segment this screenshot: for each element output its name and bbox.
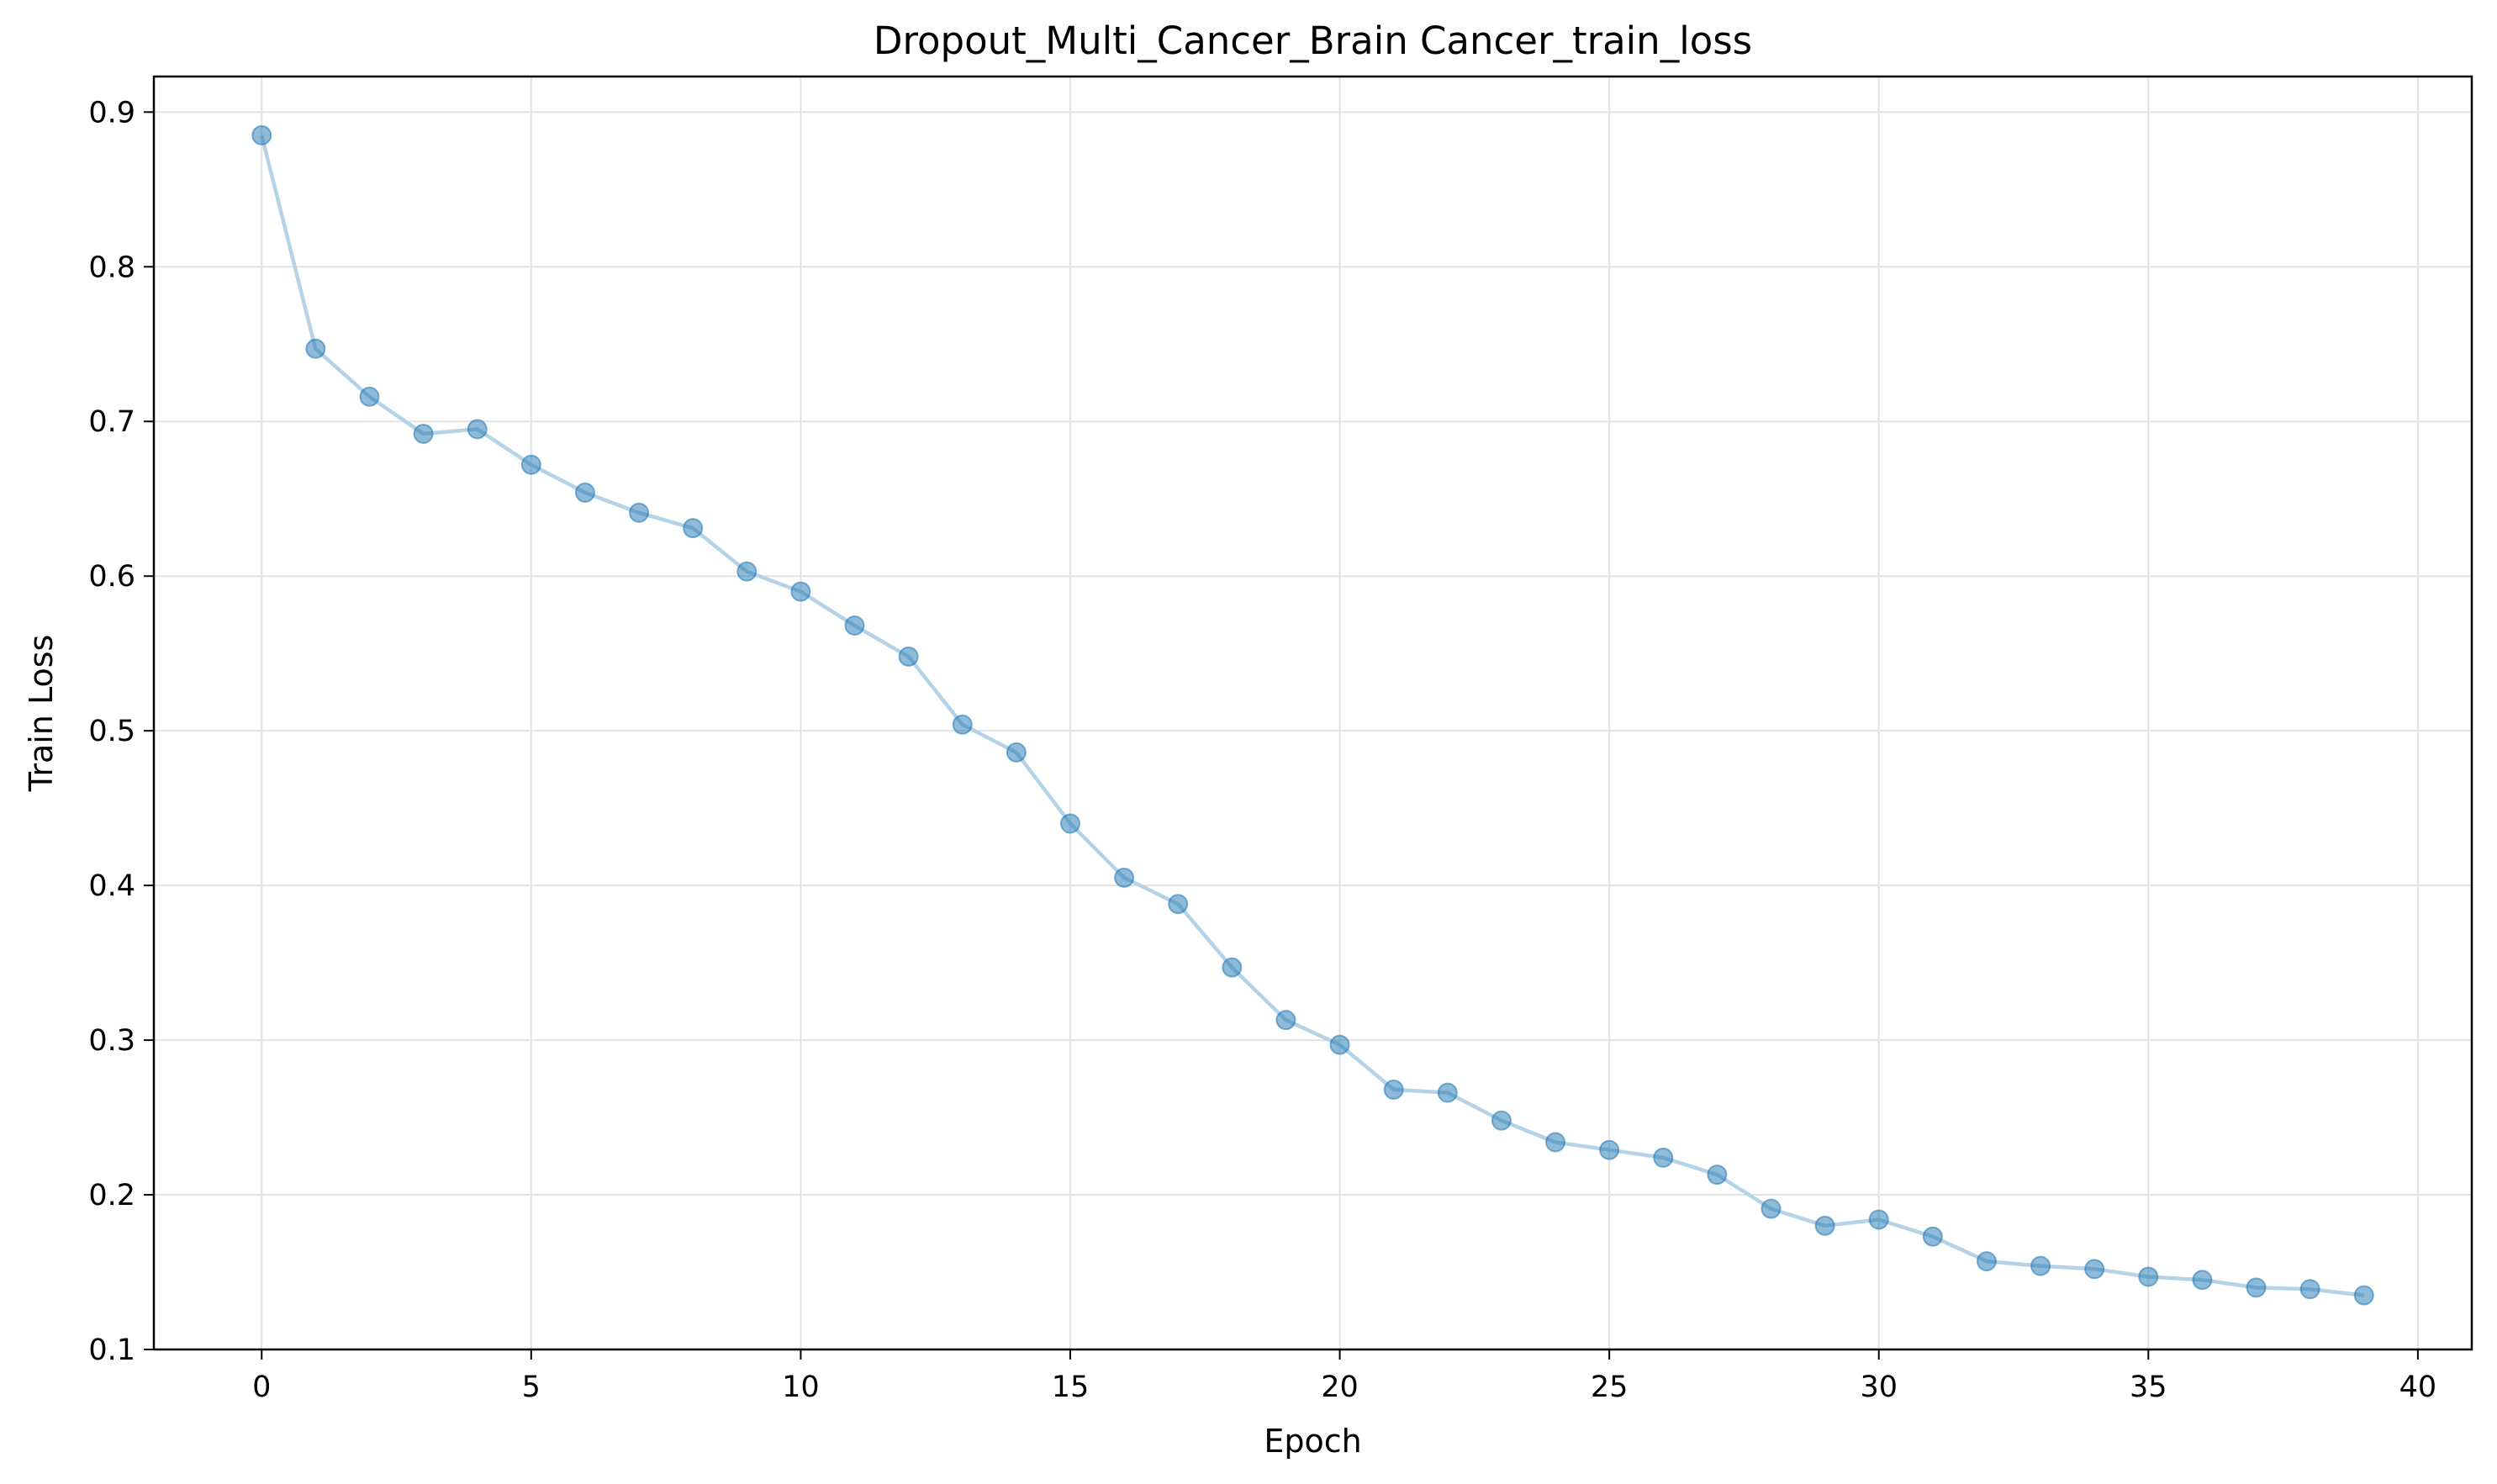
x-tick-label: 40 [2399, 1370, 2437, 1404]
chart-title: Dropout_Multi_Cancer_Brain Cancer_train_… [874, 18, 1752, 63]
data-point [251, 124, 272, 145]
data-point [467, 419, 488, 440]
x-tick-label: 20 [1321, 1370, 1359, 1404]
data-point [1006, 742, 1027, 763]
x-tick-label: 25 [1591, 1370, 1629, 1404]
data-point [2353, 1285, 2374, 1306]
data-point [1545, 1132, 1566, 1153]
y-tick-label: 0.5 [88, 715, 135, 748]
x-tick-label: 15 [1052, 1370, 1090, 1404]
data-point [952, 714, 973, 735]
data-point [1114, 867, 1135, 888]
y-axis-ticks: 0.1 0.2 0.3 0.4 0.5 0.6 0.7 0.8 0.9 [88, 96, 154, 1367]
x-axis-ticks: 0 5 10 15 20 25 30 35 40 [252, 1349, 2436, 1404]
y-tick-label: 0.2 [88, 1179, 135, 1212]
data-point [1222, 957, 1243, 978]
data-point [359, 386, 380, 407]
data-point [898, 646, 919, 667]
data-point [1437, 1082, 1458, 1103]
data-point [629, 502, 650, 523]
data-point [1868, 1209, 1889, 1230]
series-line-group [260, 135, 2365, 1297]
data-point [1329, 1034, 1350, 1055]
y-tick-label: 0.3 [88, 1024, 135, 1058]
data-point [844, 615, 865, 636]
grid-lines [154, 77, 2472, 1350]
data-point [2246, 1277, 2267, 1298]
data-point [1922, 1226, 1943, 1247]
data-point [574, 482, 595, 503]
data-point [305, 338, 326, 359]
data-point [413, 423, 434, 444]
data-point [1275, 1010, 1296, 1031]
y-tick-label: 0.6 [88, 560, 135, 594]
x-axis-label: Epoch [1264, 1423, 1361, 1460]
y-tick-label: 0.1 [88, 1333, 135, 1367]
data-point [2084, 1259, 2105, 1280]
plot-frame [152, 75, 2473, 1351]
data-points [251, 124, 2374, 1306]
x-tick-label: 10 [782, 1370, 820, 1404]
y-tick-label: 0.4 [88, 869, 135, 903]
x-tick-label: 30 [1860, 1370, 1898, 1404]
data-point [2030, 1255, 2051, 1276]
data-point [1761, 1198, 1782, 1219]
data-point [1814, 1215, 1835, 1236]
x-tick-label: 0 [252, 1370, 271, 1404]
y-axis-label: Train Loss [23, 635, 60, 793]
data-point [1707, 1164, 1728, 1186]
data-point [520, 454, 541, 475]
data-point [736, 561, 758, 582]
data-point [683, 518, 704, 539]
data-point [1059, 813, 1080, 834]
data-point [1599, 1139, 1620, 1160]
x-tick-label: 35 [2130, 1370, 2167, 1404]
data-point [2299, 1279, 2320, 1300]
data-point [790, 581, 811, 602]
data-point [1491, 1110, 1512, 1131]
y-tick-label: 0.9 [88, 96, 135, 129]
y-tick-label: 0.8 [88, 251, 135, 284]
x-tick-label: 5 [522, 1370, 541, 1404]
data-point [1168, 894, 1189, 915]
data-point [1383, 1079, 1404, 1100]
data-point [1976, 1251, 1997, 1272]
series-line [260, 135, 2365, 1297]
data-point [1653, 1147, 1674, 1168]
y-tick-label: 0.7 [88, 405, 135, 439]
data-point [2138, 1266, 2159, 1287]
data-point [2192, 1270, 2213, 1291]
